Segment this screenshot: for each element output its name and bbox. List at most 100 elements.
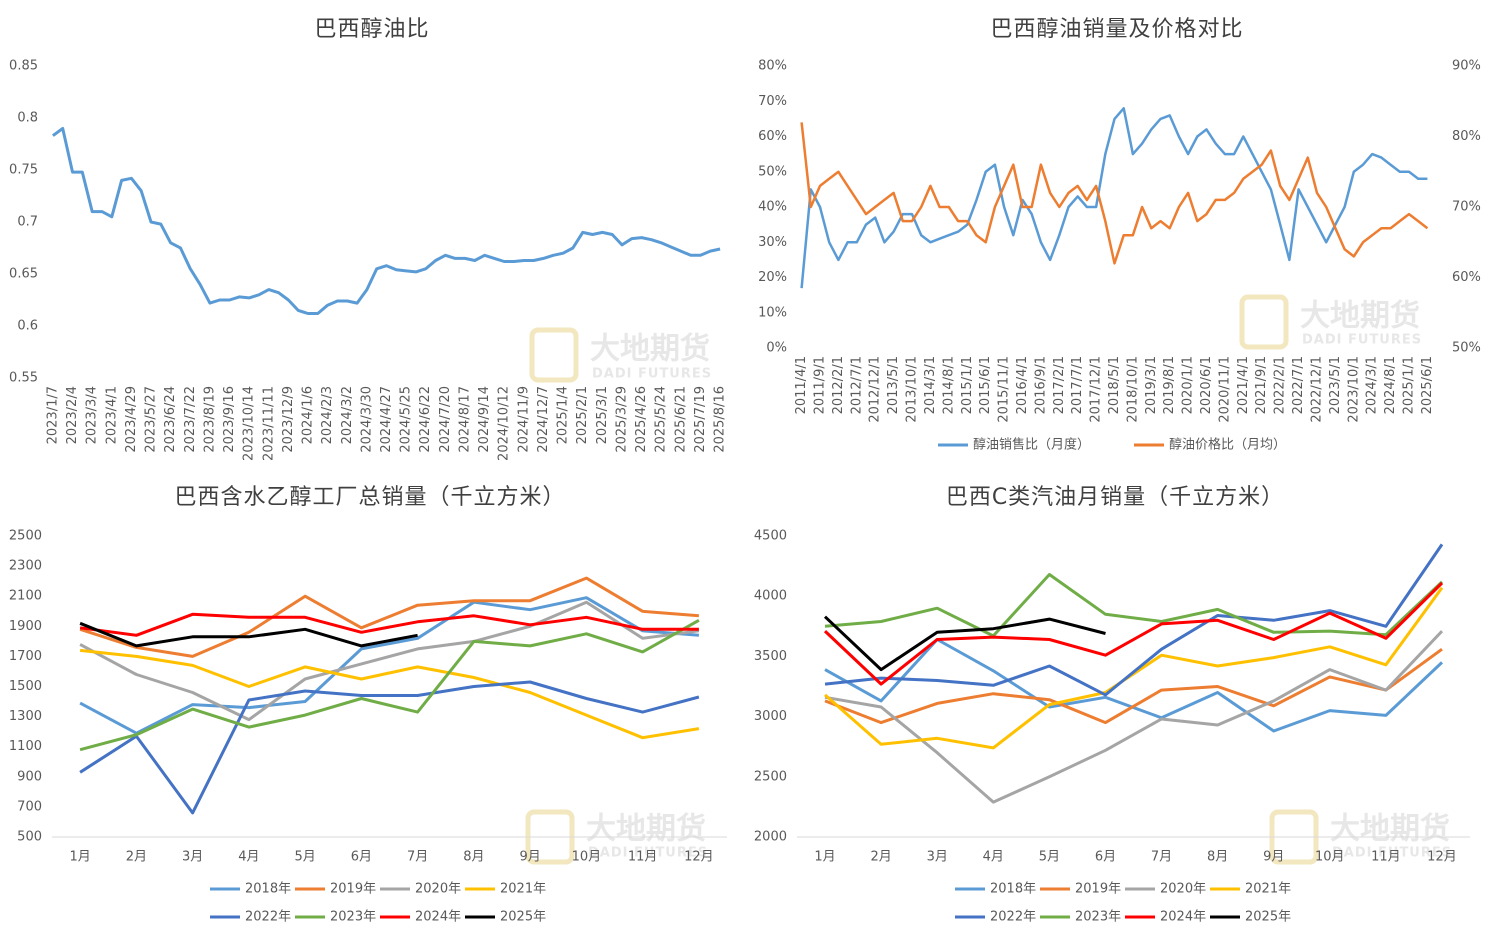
x-tick-label: 7月 [1151,850,1172,865]
y-tick-label: 2000 [754,830,787,845]
x-tick-label: 11月 [1371,850,1401,865]
x-tick-label: 2016/9/1 [1033,356,1048,414]
x-tick-label: 2011/4/1 [794,356,809,414]
x-tick-label: 12月 [684,850,714,865]
watermark-logo [529,327,579,383]
x-tick-label: 2025/8/16 [713,386,728,453]
legend-label: 2024年 [415,910,461,925]
x-tick-label: 2012/2/1 [831,356,846,414]
x-tick-label: 2024/4/27 [379,386,394,453]
chart-title: 巴西醇油比 [314,17,429,42]
line-series [52,126,721,315]
x-tick-label: 2015/1/1 [960,356,975,414]
y-tick-label: 1100 [9,739,42,754]
x-tick-label: 11月 [628,850,658,865]
y-tick-label: 2500 [9,529,42,544]
y-tick-label: 4500 [754,529,787,544]
x-tick-label: 2024/12/7 [536,386,551,453]
line-series [823,581,1444,686]
y-tick-label: 10% [758,305,787,320]
x-tick-label: 12月 [1427,850,1457,865]
y-tick-label: 0.6 [17,319,38,334]
line-series [824,573,1444,638]
legend-label: 2020年 [1160,882,1206,897]
x-tick-label: 2017/7/1 [1070,356,1085,414]
x-tick-label: 2024/2/3 [320,386,335,444]
y-tick-label: 90% [1452,59,1481,74]
y-tick-label: 0.75 [9,163,38,178]
y-tick-label: 700 [17,799,42,814]
x-tick-label: 4月 [238,850,259,865]
x-tick-label: 7月 [407,850,428,865]
x-tick-label: 9月 [1263,850,1284,865]
x-tick-label: 2012/7/1 [849,356,864,414]
x-tick-label: 2021/9/1 [1254,356,1269,414]
line-series [79,648,700,740]
x-tick-label: 2023/9/16 [222,386,237,453]
x-tick-label: 2025/7/19 [693,386,708,453]
chart-title: 巴西醇油销量及价格对比 [990,17,1243,42]
x-tick-label: 2025/2/1 [575,386,590,444]
legend-label: 2022年 [245,910,291,925]
x-tick-label: 2024/3/1 [1365,356,1380,414]
y-tick-label: 1300 [9,709,42,724]
legend-label: 2025年 [1245,910,1291,925]
legend-label: 2021年 [500,882,546,897]
y-tick-label: 3500 [754,649,787,664]
line-series [800,107,1428,289]
y-tick-label: 0.65 [9,267,38,282]
x-tick-label: 2020/1/1 [1181,356,1196,414]
x-tick-label: 2016/4/1 [1015,356,1030,414]
x-tick-label: 2024/5/25 [399,386,414,453]
y-tick-label: 0.55 [9,371,38,386]
x-tick-label: 2025/6/21 [673,386,688,453]
line-series [79,612,699,637]
y-tick-label: 60% [758,129,787,144]
x-tick-label: 2014/3/1 [923,356,938,414]
y-tick-label: 80% [758,59,787,74]
legend-label: 2020年 [415,882,461,897]
x-tick-label: 2025/1/1 [1401,356,1416,414]
x-tick-label: 2025/6/1 [1420,356,1435,414]
y-tick-label: 2500 [754,769,787,784]
y-tick-label: 500 [17,830,42,845]
x-tick-label: 2023/4/1 [104,386,119,444]
watermark-sub: DADI FUTURES [1302,333,1422,348]
y-tick-label: 0.85 [9,59,38,74]
x-tick-label: 2024/1/6 [301,386,316,444]
legend-label: 2023年 [1075,910,1121,925]
y-tick-label: 1500 [9,679,42,694]
watermark-text: 大地期货 [1330,812,1450,847]
x-tick-label: 2012/12/1 [868,356,883,423]
x-tick-label: 2022/7/1 [1291,356,1306,414]
line-series [79,576,700,658]
x-tick-label: 2019/8/1 [1162,356,1177,414]
y-tick-label: 50% [758,164,787,179]
chart-title: 巴西含水乙醇工厂总销量（千立方米） [174,485,565,510]
line-series [79,680,700,815]
x-tick-label: 2024/11/9 [516,386,531,453]
x-tick-label: 2023/10/1 [1346,356,1361,423]
x-tick-label: 2017/12/1 [1089,356,1104,423]
y-tick-label: 3000 [754,709,787,724]
x-tick-label: 2015/11/1 [997,356,1012,423]
x-tick-label: 2023/4/29 [124,386,139,453]
legend-label: 2019年 [330,882,376,897]
x-tick-label: 2020/11/1 [1217,356,1232,423]
x-tick-label: 6月 [1095,850,1116,865]
x-tick-label: 3月 [927,850,948,865]
x-tick-label: 2022/12/1 [1309,356,1324,423]
x-tick-label: 2014/8/1 [941,356,956,414]
x-tick-label: 5月 [1039,850,1060,865]
legend-label: 2022年 [990,910,1036,925]
x-tick-label: 1月 [814,850,835,865]
x-tick-label: 2月 [126,850,147,865]
x-tick-label: 2025/1/4 [556,386,571,444]
x-tick-label: 5月 [294,850,315,865]
x-tick-label: 8月 [1207,850,1228,865]
watermark-text: 大地期货 [586,812,706,847]
x-tick-label: 2023/5/1 [1328,356,1343,414]
watermark-sub: DADI FUTURES [1332,846,1452,861]
x-tick-label: 2019/3/1 [1144,356,1159,414]
y-tick-label: 50% [1452,341,1481,356]
